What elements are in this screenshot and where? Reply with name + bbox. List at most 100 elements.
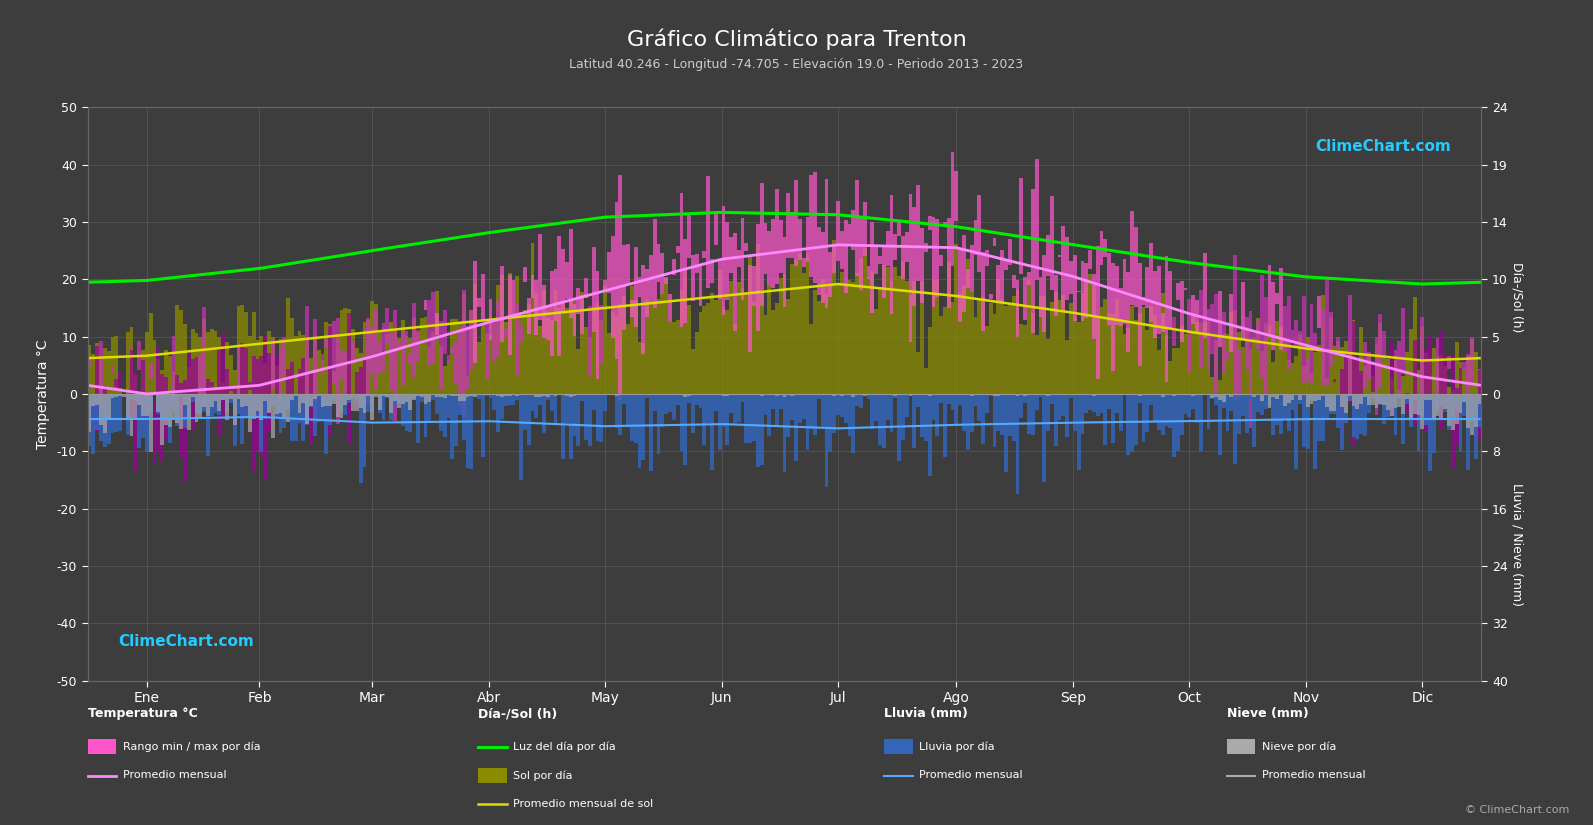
Bar [293,394,298,396]
Bar [435,290,440,394]
Bar [530,394,534,411]
Text: Lluvia por día: Lluvia por día [919,742,994,752]
Bar [1080,394,1085,434]
Bar [718,260,722,299]
Bar [1115,266,1118,325]
Bar [389,394,393,420]
Bar [940,255,943,266]
Bar [282,339,287,394]
Bar [1110,263,1115,370]
Bar [320,361,325,394]
Bar [180,394,183,397]
Bar [129,394,134,436]
Bar [1214,394,1219,397]
Bar [921,280,924,394]
Bar [973,220,978,255]
Bar [629,299,634,317]
Bar [1069,303,1072,394]
Bar [500,394,503,419]
Bar [263,336,268,479]
Bar [1298,394,1301,403]
Bar [588,394,591,395]
Bar [497,394,500,396]
Bar [779,394,782,409]
Bar [530,275,534,298]
Bar [1023,277,1027,320]
Bar [1123,259,1126,324]
Bar [186,394,191,418]
Bar [1478,394,1481,404]
Bar [88,394,91,431]
Bar [664,394,667,414]
Bar [382,354,386,394]
Bar [946,394,951,404]
Bar [585,278,588,298]
Bar [183,394,186,405]
Bar [648,255,653,304]
Bar [301,335,306,394]
Bar [653,301,656,394]
Bar [752,303,757,394]
Bar [183,323,186,394]
Bar [703,251,706,258]
Bar [642,394,645,395]
Bar [1008,303,1012,394]
Bar [695,332,699,394]
Bar [733,394,738,423]
Bar [454,394,459,396]
Bar [1337,337,1340,349]
Bar [992,394,997,397]
Bar [1031,313,1035,394]
Bar [863,202,867,256]
Bar [771,310,776,394]
Bar [1440,355,1443,394]
Bar [1298,333,1301,394]
Bar [263,363,268,394]
Bar [225,369,229,409]
Bar [470,310,473,369]
Bar [779,278,782,394]
Bar [465,394,470,468]
Bar [134,394,137,402]
Bar [401,319,405,394]
Bar [1096,317,1099,394]
Bar [1252,394,1257,447]
Bar [546,307,550,340]
Bar [405,394,408,402]
Bar [440,394,443,397]
Bar [973,317,978,394]
Bar [1301,366,1306,394]
Text: ClimeChart.com: ClimeChart.com [118,634,253,649]
Bar [1408,394,1413,427]
Bar [271,394,274,406]
Bar [229,356,233,394]
Text: Luz del día por día: Luz del día por día [513,742,616,752]
Bar [935,394,940,436]
Bar [634,247,637,328]
Bar [1356,394,1359,409]
Bar [902,262,905,394]
Bar [538,394,542,397]
Bar [110,366,115,373]
Bar [725,310,730,394]
Bar [897,394,902,461]
Bar [427,394,432,422]
Bar [484,394,489,396]
Bar [626,323,629,394]
Bar [1344,351,1348,402]
Bar [902,236,905,280]
Bar [1451,389,1454,394]
Bar [585,328,588,394]
Bar [607,394,610,395]
Bar [293,394,298,441]
Bar [1035,335,1039,394]
Bar [252,356,255,471]
Bar [1348,394,1351,398]
Bar [252,312,255,394]
Bar [538,233,542,320]
Bar [1230,312,1233,394]
Bar [935,280,940,394]
Bar [1375,337,1378,415]
Bar [1249,394,1252,400]
Bar [730,237,733,273]
